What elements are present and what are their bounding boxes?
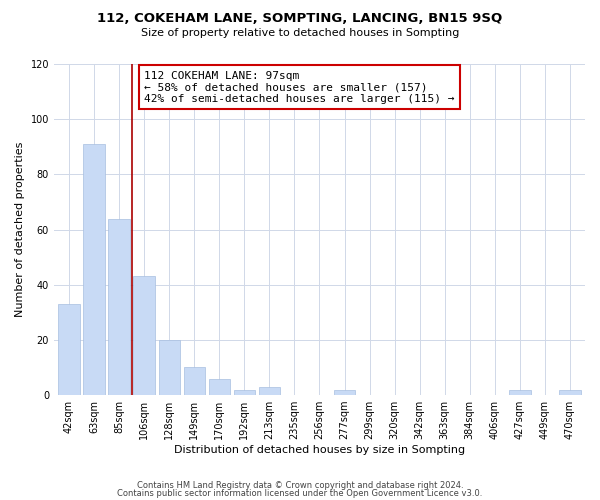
Bar [58,304,80,395]
Bar [209,378,230,395]
Bar [559,390,581,395]
Bar [509,390,530,395]
Bar [334,390,355,395]
Bar [233,390,255,395]
X-axis label: Distribution of detached houses by size in Sompting: Distribution of detached houses by size … [174,445,465,455]
Y-axis label: Number of detached properties: Number of detached properties [15,142,25,317]
Bar [158,340,180,395]
Bar [133,276,155,395]
Text: 112 COKEHAM LANE: 97sqm
← 58% of detached houses are smaller (157)
42% of semi-d: 112 COKEHAM LANE: 97sqm ← 58% of detache… [144,70,455,104]
Bar [259,387,280,395]
Bar [83,144,104,395]
Text: 112, COKEHAM LANE, SOMPTING, LANCING, BN15 9SQ: 112, COKEHAM LANE, SOMPTING, LANCING, BN… [97,12,503,26]
Bar [109,218,130,395]
Text: Size of property relative to detached houses in Sompting: Size of property relative to detached ho… [141,28,459,38]
Bar [184,368,205,395]
Text: Contains HM Land Registry data © Crown copyright and database right 2024.: Contains HM Land Registry data © Crown c… [137,481,463,490]
Text: Contains public sector information licensed under the Open Government Licence v3: Contains public sector information licen… [118,488,482,498]
